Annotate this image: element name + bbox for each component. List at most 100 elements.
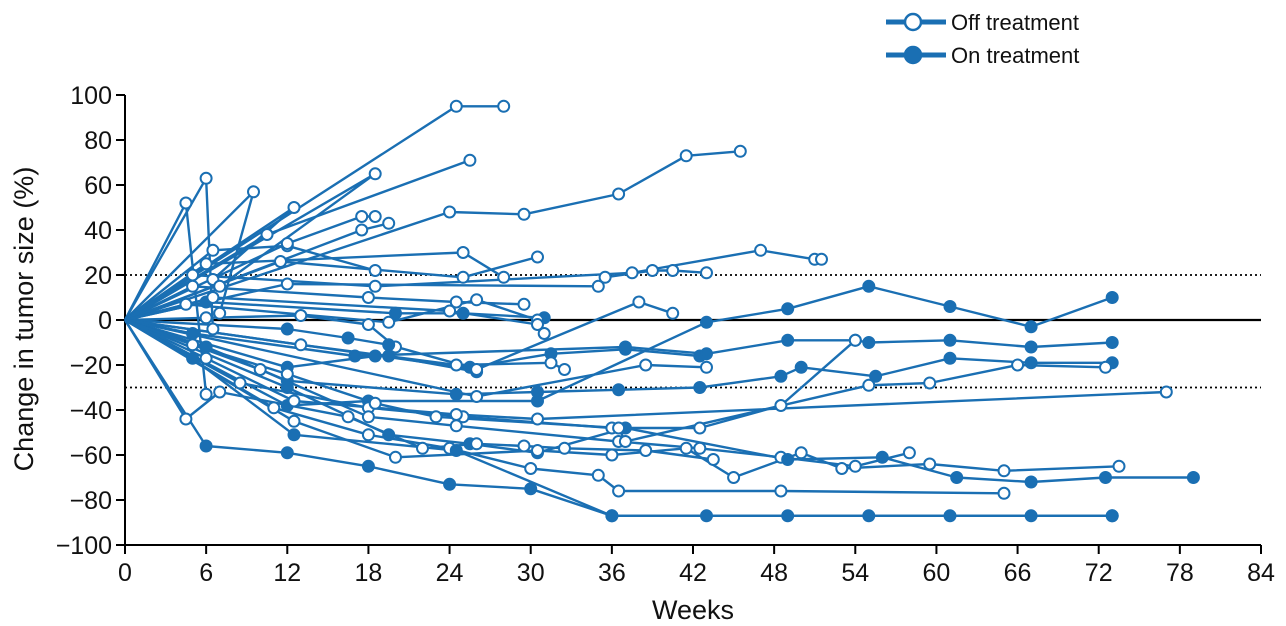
data-point-22-2 — [368, 349, 382, 363]
data-point-37-1 — [199, 351, 213, 365]
data-point-32-8 — [835, 462, 849, 475]
data-point-1-1 — [199, 171, 213, 185]
y-tick-label: 40 — [84, 217, 112, 245]
data-point-34-8 — [781, 509, 795, 523]
data-point-11-2 — [456, 246, 470, 259]
data-point-33-3 — [449, 444, 463, 457]
data-point-13-4 — [645, 264, 659, 277]
y-axis-title: Change in tumor size (%) — [9, 167, 39, 472]
data-point-20-3 — [382, 338, 396, 352]
data-point-32-5 — [679, 441, 693, 455]
x-tick-label: 0 — [118, 559, 132, 587]
data-point-5-1 — [368, 167, 382, 181]
y-tick-label: −100 — [56, 532, 112, 560]
data-point-24-1 — [470, 390, 484, 403]
data-point-20-1 — [280, 322, 294, 336]
data-point-23-9 — [1024, 340, 1038, 354]
data-point-27-6 — [862, 279, 876, 293]
y-tick-label: −60 — [70, 442, 112, 470]
data-point-16-3 — [456, 306, 470, 320]
data-point-19-2 — [443, 304, 457, 318]
x-tick-label: 30 — [517, 559, 545, 587]
data-point-27-9 — [1105, 291, 1119, 304]
data-point-4-1 — [206, 243, 220, 257]
data-point-17-2 — [382, 315, 396, 329]
data-point-8-1 — [280, 237, 294, 250]
legend-on-marker — [903, 45, 923, 65]
data-point-10-5 — [733, 144, 747, 158]
data-point-13-5 — [666, 264, 680, 277]
data-point-21-3 — [544, 356, 558, 370]
x-tick-label: 42 — [679, 559, 707, 587]
data-point-34-3 — [361, 459, 375, 473]
data-point-32-11 — [1112, 459, 1126, 473]
data-point-31-11 — [1186, 471, 1200, 484]
x-tick-label: 24 — [436, 559, 464, 587]
data-point-27-7 — [943, 300, 957, 313]
data-point-37-5 — [1159, 385, 1173, 399]
data-point-34-7 — [700, 509, 713, 523]
data-point-17-1 — [179, 297, 193, 311]
data-point-32-2 — [389, 450, 402, 464]
data-point-2-2 — [213, 306, 227, 320]
series-markers — [179, 99, 1200, 523]
data-point-30-2 — [361, 428, 375, 442]
y-tick-label: 20 — [84, 262, 112, 290]
data-point-6-1 — [449, 99, 463, 113]
data-point-34-2 — [280, 446, 294, 460]
data-point-28-1 — [233, 376, 247, 390]
data-point-28-6 — [774, 399, 788, 412]
data-point-13-6 — [700, 266, 713, 280]
data-point-21-1 — [294, 338, 308, 352]
data-point-24-3 — [700, 360, 713, 374]
series-line-8 — [124, 215, 376, 322]
data-point-15-2 — [361, 291, 375, 304]
data-point-36-2 — [280, 367, 294, 381]
data-point-32-4 — [605, 448, 619, 462]
data-point-31-7 — [875, 450, 889, 464]
legend-off-marker — [903, 12, 923, 32]
data-point-31-1 — [280, 381, 294, 394]
legend: Off treatment On treatment — [886, 10, 1079, 68]
data-point-25-2 — [632, 295, 646, 309]
data-point-26-3 — [449, 387, 463, 401]
data-point-36-9 — [1011, 358, 1025, 372]
series-line-10 — [124, 150, 741, 322]
x-tick-label: 18 — [355, 559, 383, 587]
data-point-31-6 — [781, 453, 795, 466]
data-point-30-7 — [774, 484, 788, 498]
data-point-29-1 — [253, 363, 267, 376]
data-point-17-3 — [470, 293, 484, 307]
data-point-36-1 — [186, 338, 200, 352]
data-point-12-3 — [531, 250, 544, 264]
data-point-4-3 — [368, 264, 382, 277]
data-point-34-10 — [943, 509, 957, 523]
data-point-23-1 — [186, 327, 200, 340]
data-point-34-4 — [443, 477, 457, 491]
data-point-31-9 — [1024, 475, 1038, 489]
data-point-23-10 — [1105, 336, 1119, 349]
data-point-29-7 — [848, 459, 862, 473]
data-point-36-3 — [368, 396, 382, 410]
data-point-7-1 — [260, 228, 274, 241]
data-point-33-2 — [287, 428, 301, 442]
data-point-30-4 — [524, 462, 538, 475]
x-tick-label: 78 — [1166, 559, 1194, 587]
data-point-26-6 — [693, 381, 707, 394]
data-point-10-3 — [612, 187, 626, 201]
data-point-25-3 — [666, 306, 680, 320]
series-line-24 — [124, 318, 707, 398]
data-point-11-1 — [199, 257, 213, 271]
x-tick-label: 12 — [273, 559, 301, 587]
data-point-35-8 — [639, 444, 653, 457]
data-point-34-6 — [605, 509, 619, 523]
y-tick-label: −40 — [70, 397, 112, 425]
data-point-6-2 — [497, 99, 511, 113]
data-point-8-2 — [355, 210, 369, 223]
data-point-26-7 — [774, 369, 788, 383]
data-point-14-3 — [625, 266, 639, 280]
data-point-31-10 — [1099, 471, 1112, 484]
data-point-14-2 — [368, 279, 382, 293]
y-tick-label: −20 — [70, 352, 112, 380]
data-point-29-8 — [902, 446, 916, 460]
